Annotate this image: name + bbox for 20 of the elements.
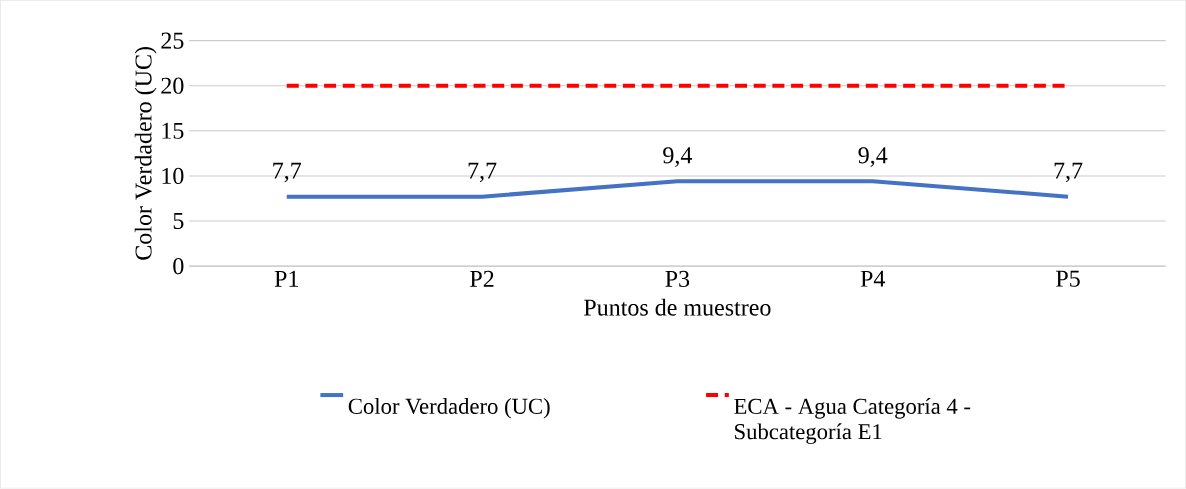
data-label: 7,7 bbox=[1054, 163, 1083, 183]
x-tick-label: P3 bbox=[665, 271, 690, 288]
x-tick-label: P2 bbox=[470, 271, 494, 287]
data-label: 7,7 bbox=[273, 163, 302, 183]
y-tick-label: 20 bbox=[161, 77, 184, 95]
x-tick-label: P4 bbox=[860, 271, 886, 287]
data-label: 9,4 bbox=[663, 147, 693, 168]
data-label: 7,7 bbox=[468, 163, 497, 183]
y-tick-label: 5 bbox=[173, 213, 184, 230]
legend-label: ECA - Agua Categoría 4 - Subcategoría E1 bbox=[734, 398, 971, 445]
y-tick-label: 0 bbox=[173, 258, 184, 275]
legend-label: Color Verdadero (UC) bbox=[348, 398, 550, 419]
x-tick-label: P1 bbox=[274, 271, 298, 287]
x-tick-label: P5 bbox=[1056, 271, 1080, 288]
y-tick-label: 25 bbox=[161, 32, 184, 49]
y-tick-label: 10 bbox=[162, 168, 184, 185]
y-axis-title: Color Verdadero (UC) bbox=[134, 47, 157, 260]
x-axis-title: Puntos de muestreo bbox=[584, 299, 771, 316]
data-label: 9,4 bbox=[858, 147, 888, 168]
y-tick-label: 15 bbox=[162, 123, 184, 140]
